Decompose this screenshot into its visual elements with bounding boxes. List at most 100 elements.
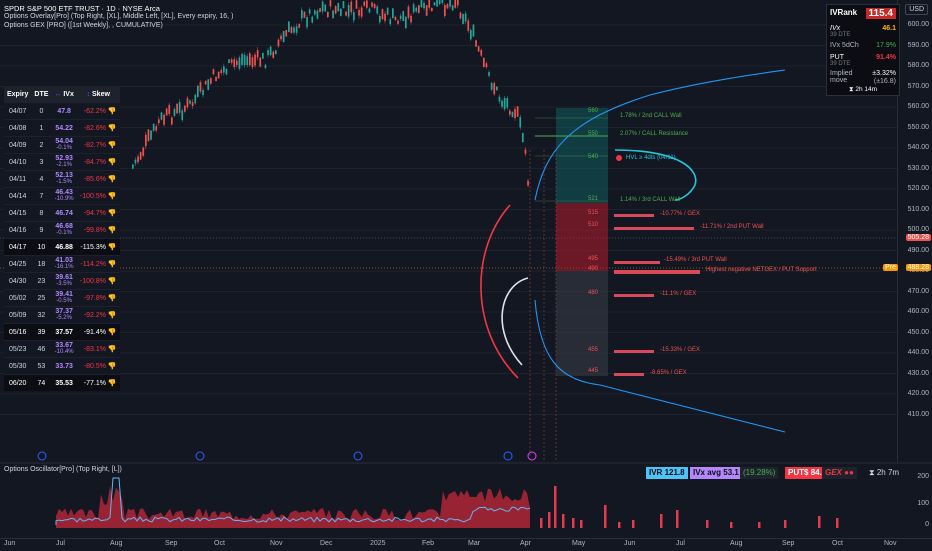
expiry-row: 04/09 2 54.04 -0.1% -82.7% 👎 — [4, 136, 120, 154]
candle-body — [152, 123, 155, 131]
candle-body — [464, 13, 467, 22]
expiry-skew: -99.8% 👎 — [76, 221, 120, 239]
candle-body — [254, 54, 256, 66]
candle-body — [137, 156, 139, 163]
candle-body — [386, 7, 389, 15]
expiry-table: Expiry DTE ↔ IVx ↕ Skew 04/07 0 47.8 -62.2%… — [4, 87, 120, 391]
candle-body — [332, 10, 334, 19]
expiry-date: 04/16 — [4, 221, 32, 239]
candle-body — [475, 40, 477, 47]
price-label: 550.00 — [907, 123, 929, 131]
expiry-dte: 3 — [31, 153, 52, 171]
candle-body — [392, 8, 394, 19]
expiry-date: 05/16 — [4, 323, 32, 341]
ivx-dte: 39 DTE — [830, 32, 851, 38]
oscillator-gex-bar — [604, 505, 607, 528]
currency-label[interactable]: USD — [905, 4, 928, 15]
time-axis[interactable]: Jun Jul Aug Sep Oct Nov Dec 2025 Feb Mar Apr May Jun… — [0, 538, 932, 551]
pre-market-price-tag: 488.28 — [905, 264, 931, 271]
candle-body — [441, 0, 444, 3]
candle-body — [490, 83, 493, 90]
expiry-skew: -114.2% 👎 — [76, 255, 120, 273]
ivrank-value: 115.4 — [865, 8, 896, 19]
candle-body — [262, 52, 264, 59]
thumb-down-icon: 👎 — [107, 210, 117, 217]
col-skew: ↕ Skew — [76, 87, 120, 103]
thumb-down-icon: 👎 — [107, 244, 117, 251]
expiry-dte: 18 — [31, 255, 52, 273]
price-label: 540.00 — [907, 144, 929, 151]
osc-axis-0: 0 — [925, 521, 929, 528]
candle-body — [199, 82, 202, 92]
oscillator-gex-bar — [730, 522, 733, 528]
thumb-down-icon: 👎 — [107, 159, 117, 166]
expiry-dte: 25 — [31, 289, 52, 307]
oscillator-gex-bar — [618, 522, 621, 528]
expiry-ivx: 46.43 -10.9% — [51, 187, 77, 205]
ivr-timer: 2h 14m — [855, 86, 878, 93]
oscillator-gex-bar — [562, 514, 565, 528]
expiry-row: 05/02 25 39.41 -0.5% -97.8% 👎 — [4, 289, 120, 307]
candle-body — [163, 114, 165, 125]
candle-body — [509, 110, 511, 115]
hvl-dot-icon — [616, 155, 622, 161]
strike-label: 490 — [588, 266, 599, 272]
candle-body — [501, 100, 503, 107]
oscillator-title[interactable]: Options Oscillator[Pro] (Top Right, [L]) — [4, 466, 122, 473]
candle-body — [165, 108, 168, 116]
time-label: May — [572, 540, 586, 547]
candle-body — [477, 46, 480, 52]
candle-body — [176, 103, 178, 114]
strike-label: 521 — [588, 196, 599, 202]
price-label: 530.00 — [907, 164, 929, 172]
candle-body — [288, 21, 290, 33]
expiry-ivx: 33.67 -10.4% — [51, 340, 77, 358]
candle-body — [306, 17, 308, 28]
candle-body — [358, 9, 360, 16]
oscillator-gex-bar — [660, 514, 663, 528]
price-axis[interactable]: USD — [897, 0, 932, 462]
osc-axis-200: 200 — [917, 473, 929, 480]
thumb-down-icon: 👎 — [107, 227, 117, 234]
candle-body — [397, 20, 399, 24]
overlay-label-put-wall-2nd: -11.71% / 2nd PUT Wall — [700, 224, 764, 230]
price-label: 590.00 — [907, 41, 929, 49]
symbol-title[interactable]: SPDR S&P 500 ETF TRUST · 1D · NYSE Arca — [4, 4, 160, 13]
candle-body — [223, 66, 225, 73]
indicator-options-gex[interactable]: Options GEX [PRO] ([1st Weekly], , CUMUL… — [4, 22, 163, 29]
candle-body — [236, 60, 238, 65]
candle-body — [516, 106, 519, 117]
oscillator-axis[interactable]: 200 100 0 — [898, 464, 932, 538]
expiry-skew: -85.6% 👎 — [76, 170, 120, 188]
expiry-dte: 4 — [31, 170, 52, 188]
expiry-skew: -100.8% 👎 — [76, 272, 120, 290]
candle-body — [496, 86, 498, 91]
candle-body — [272, 51, 275, 58]
candle-body — [298, 23, 301, 28]
candle-body — [363, 1, 366, 6]
candle-body — [407, 6, 410, 18]
candle-body — [485, 63, 488, 68]
candle-body — [264, 64, 267, 69]
price-label: 500.00 — [907, 226, 929, 233]
candle-body — [293, 27, 295, 33]
osc-axis-100: 100 — [917, 500, 929, 507]
candle-body — [340, 8, 342, 17]
candle-body — [275, 50, 277, 55]
expiry-ivx: 54.04 -0.1% — [51, 136, 77, 154]
expiry-skew: -83.1% 👎 — [76, 340, 120, 358]
indicator-options-overlay[interactable]: Options Overlay[Pro] (Top Right, [XL], M… — [4, 13, 234, 20]
strike-label: 560 — [588, 108, 599, 114]
candle-body — [233, 59, 236, 68]
candle-body — [472, 24, 475, 37]
candle-body — [150, 130, 152, 140]
osc-gex-chip: GEX ●● — [822, 467, 857, 479]
candle-body — [238, 57, 241, 69]
expiry-date: 05/23 — [4, 340, 32, 358]
candle-body — [301, 10, 303, 19]
candle-body — [191, 102, 194, 106]
overlay-label-call-resistance: 2.07% / CALL Resistance — [620, 131, 689, 137]
expiry-date: 04/07 — [4, 102, 32, 120]
expiry-skew: -97.8% 👎 — [76, 289, 120, 307]
